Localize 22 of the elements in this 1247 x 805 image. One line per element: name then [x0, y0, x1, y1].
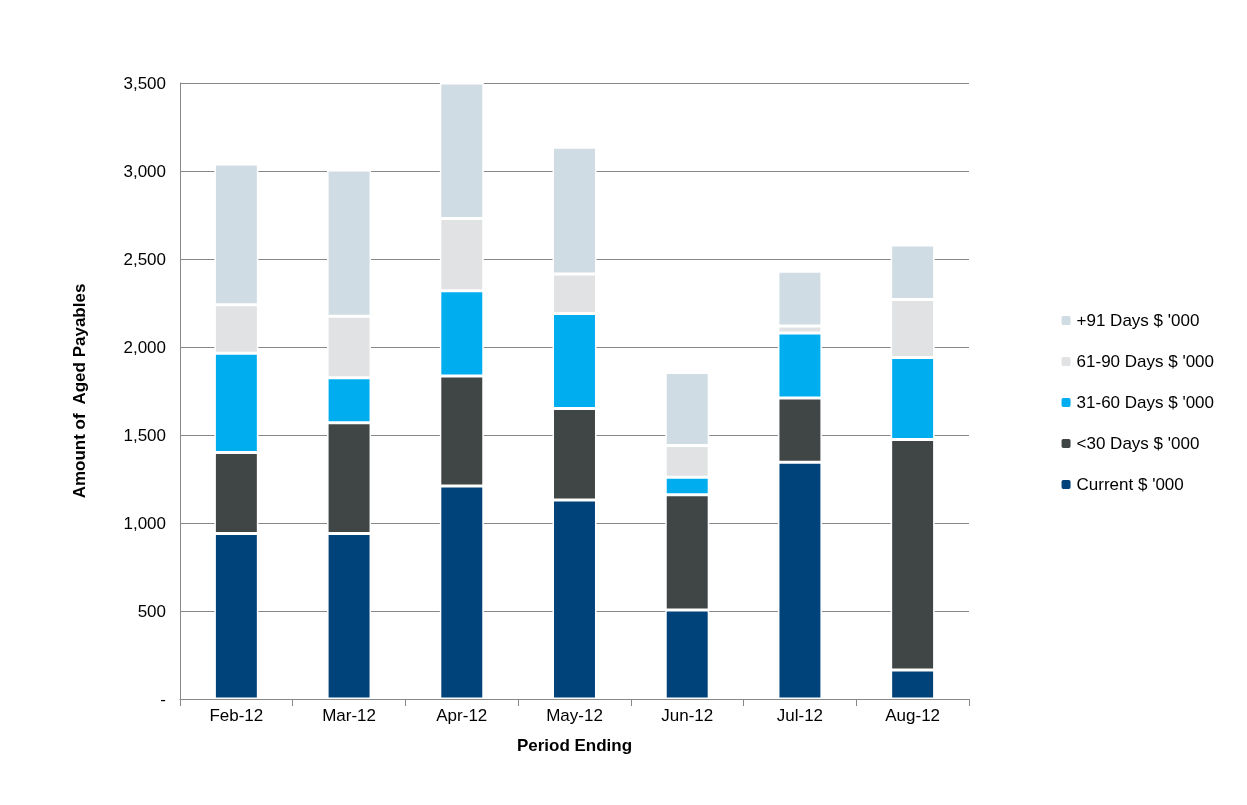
- x-tick-label: Aug-12: [885, 706, 941, 725]
- x-tick-label: Jul-12: [776, 706, 824, 725]
- y-tick-label: 3,500: [123, 73, 166, 93]
- legend-label: Current $ '000: [1076, 475, 1184, 494]
- y-axis-title: Amount of Aged Payables: [70, 283, 89, 499]
- legend-label: 61-90 Days $ '000: [1076, 352, 1215, 371]
- y-tick-label: 2,500: [123, 249, 166, 269]
- y-tick-label: 3,000: [123, 161, 166, 181]
- legend-label: <30 Days $ '000: [1076, 434, 1200, 453]
- x-tick-label: Apr-12: [436, 706, 488, 725]
- x-tick-label: Feb-12: [209, 706, 264, 725]
- x-tick-label: Mar-12: [322, 706, 376, 725]
- y-tick-label: 500: [137, 601, 166, 621]
- y-tick-label: 1,500: [123, 425, 166, 445]
- legend-label: 31-60 Days $ '000: [1076, 393, 1215, 412]
- x-axis-title: Period Ending: [516, 736, 633, 755]
- y-tick-label: -: [160, 689, 166, 709]
- x-tick-label: May-12: [546, 706, 603, 725]
- y-tick-label: 1,000: [123, 513, 166, 533]
- x-tick-label: Jun-12: [661, 706, 714, 725]
- legend-label: +91 Days $ '000: [1076, 311, 1200, 330]
- y-tick-label: 2,000: [123, 337, 166, 357]
